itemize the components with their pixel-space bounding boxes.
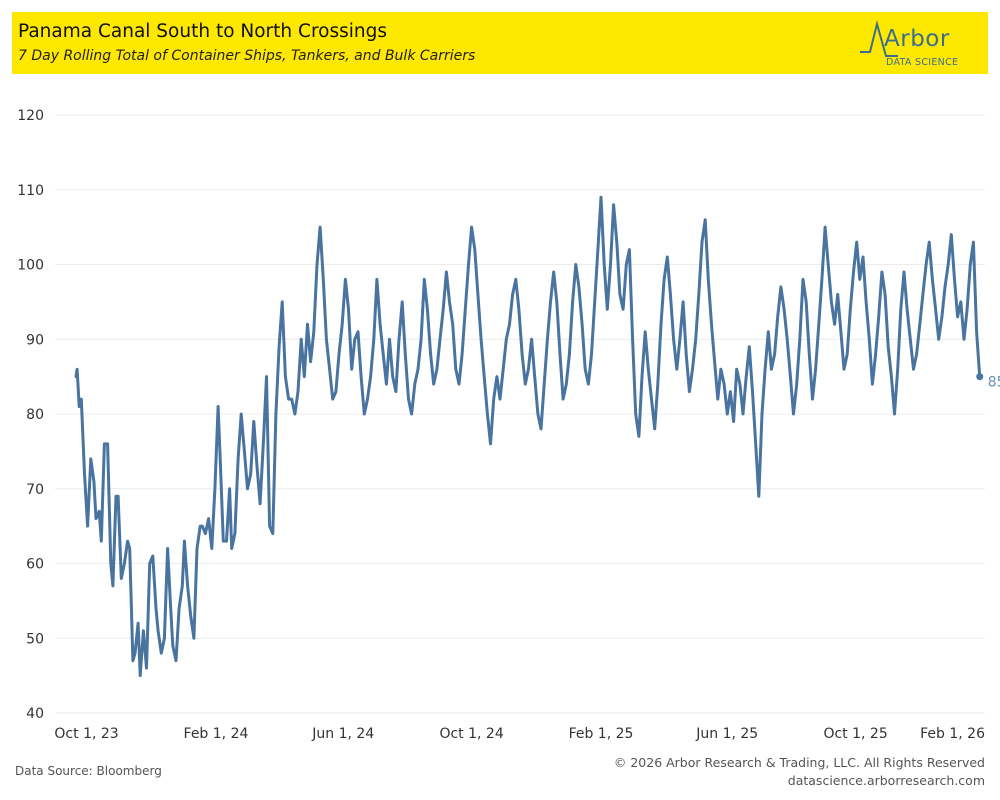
y-tick-label: 80 [26, 407, 44, 423]
y-tick-label: 90 [26, 332, 44, 348]
gridlines [55, 114, 985, 714]
y-tick-label: 50 [26, 631, 44, 647]
copyright-text: © 2026 Arbor Research & Trading, LLC. Al… [613, 755, 985, 770]
series-line [74, 195, 982, 678]
x-axis-ticks: Oct 1, 23 Feb 1, 24 Jun 1, 24 Oct 1, 24 Feb … [54, 726, 985, 742]
title-banner: Panama Canal South to North Crossings 7 … [12, 12, 988, 74]
arbor-logo: Arbor DATA SCIENCE [858, 18, 978, 70]
y-tick-label: 70 [26, 482, 44, 498]
x-tick-label: Feb 1, 25 [569, 726, 634, 742]
y-tick-label: 60 [26, 557, 44, 573]
data-source: Data Source: Bloomberg [15, 764, 162, 778]
last-value-label: 85 [988, 375, 1000, 391]
chart-title: Panama Canal South to North Crossings [18, 21, 387, 42]
last-point-marker [976, 373, 984, 381]
y-tick-label: 110 [17, 183, 44, 199]
x-tick-label: Feb 1, 26 [920, 726, 985, 742]
website-url: datascience.arborresearch.com [787, 773, 985, 788]
y-tick-label: 40 [26, 706, 44, 722]
chart-subtitle: 7 Day Rolling Total of Container Ships, … [18, 48, 476, 64]
arbor-logo-mark-icon [860, 20, 898, 57]
x-tick-label: Oct 1, 23 [54, 726, 118, 742]
logo-subtitle: DATA SCIENCE [886, 57, 959, 68]
logo-wordmark: Arbor [884, 26, 950, 52]
x-tick-label: Oct 1, 24 [439, 726, 503, 742]
footer-credits: © 2026 Arbor Research & Trading, LLC. Al… [614, 754, 985, 790]
y-tick-label: 120 [17, 108, 44, 124]
x-tick-label: Oct 1, 25 [823, 726, 887, 742]
x-tick-label: Feb 1, 24 [184, 726, 249, 742]
y-tick-label: 100 [17, 258, 44, 274]
y-axis-ticks: 40 50 60 70 80 90 100 110 120 [17, 108, 44, 722]
x-tick-label: Jun 1, 24 [311, 726, 374, 742]
x-tick-label: Jun 1, 25 [695, 726, 758, 742]
